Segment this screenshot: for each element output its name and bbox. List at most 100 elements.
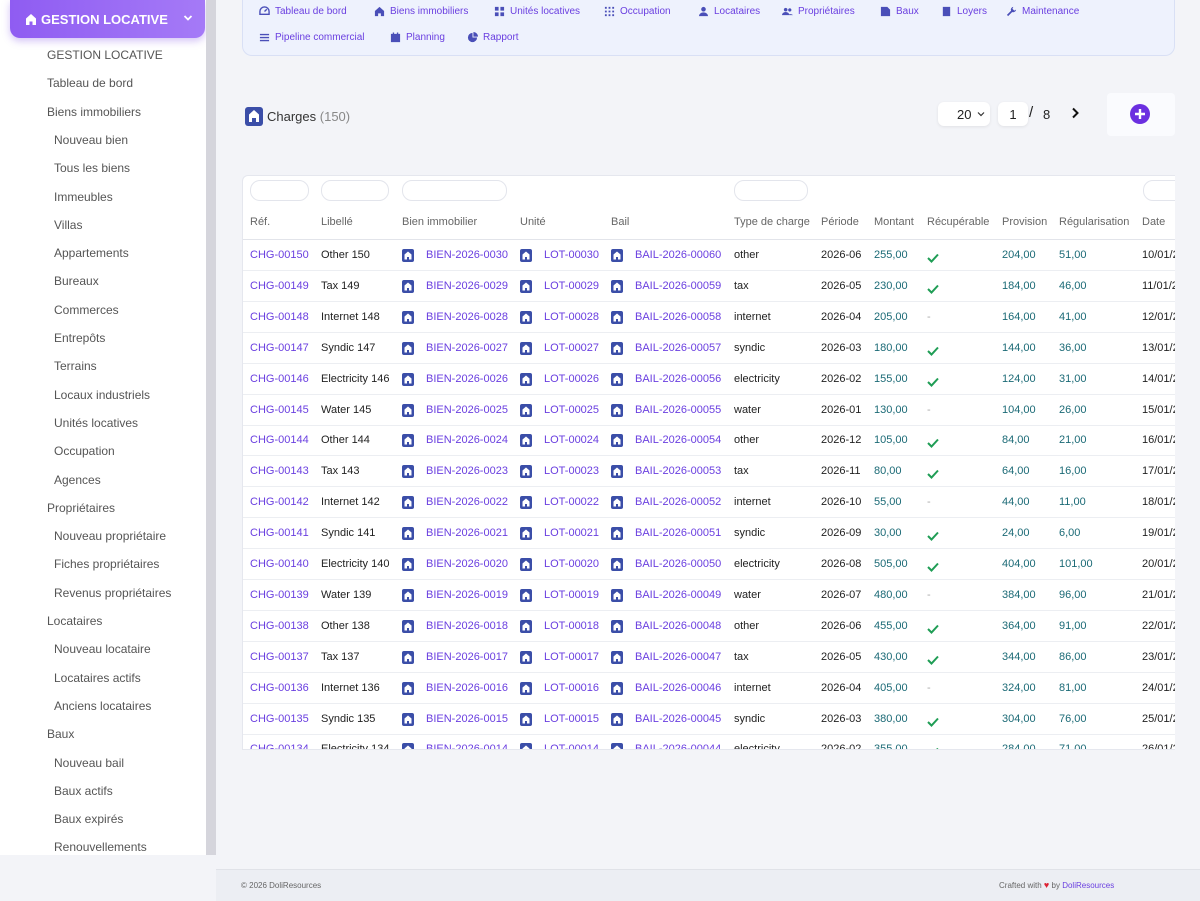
sidebar-item[interactable]: Immeubles [54,189,113,204]
sidebar-item[interactable]: Tous les biens [54,161,131,176]
lease-link[interactable]: BAIL-2026-00048 [635,619,722,632]
unit-link[interactable]: LOT-00029 [544,279,600,292]
module-selector-button[interactable]: GESTION LOCATIVE [10,0,205,38]
column-header[interactable]: Période [821,216,859,228]
lease-link[interactable]: BAIL-2026-00053 [635,465,722,478]
column-header[interactable]: Provision [1002,216,1048,228]
ref-link[interactable]: CHG-00135 [250,712,309,725]
lease-link[interactable]: BAIL-2026-00058 [635,310,722,323]
sidebar-item[interactable]: Locataires actifs [54,670,141,685]
ref-link[interactable]: CHG-00143 [250,465,309,478]
lease-link[interactable]: BAIL-2026-00057 [635,341,722,354]
nav-gauge[interactable]: Tableau de bord [259,6,347,17]
property-link[interactable]: BIEN-2026-0015 [426,712,508,725]
brand-link[interactable]: DoliResources [1062,881,1115,890]
sidebar-item[interactable]: Baux expirés [54,812,124,827]
column-header[interactable]: Type de charge [734,216,810,228]
property-link[interactable]: BIEN-2026-0014 [426,743,508,750]
column-header[interactable]: Récupérable [927,216,990,228]
ref-link[interactable]: CHG-00150 [250,249,309,261]
column-header[interactable]: Réf. [250,216,271,228]
nav-wrench[interactable]: Maintenance [1006,6,1079,17]
ref-link[interactable]: CHG-00147 [250,341,309,354]
property-link[interactable]: BIEN-2026-0019 [426,588,508,601]
sidebar-item[interactable]: Entrepôts [54,331,106,345]
sidebar-item[interactable]: Nouveau bail [54,755,125,770]
property-link[interactable]: BIEN-2026-0030 [426,249,508,261]
page-size-select[interactable]: 20 [938,102,990,126]
sidebar-item[interactable]: Appartements [54,246,129,261]
unit-link[interactable]: LOT-00020 [544,558,600,570]
lease-link[interactable]: BAIL-2026-00045 [635,712,722,725]
page-number-input[interactable]: 1 [998,102,1028,126]
lease-link[interactable]: BAIL-2026-00060 [635,249,722,261]
ref-link[interactable]: CHG-00141 [250,527,309,540]
column-header[interactable]: Libellé [321,216,353,228]
ref-link[interactable]: CHG-00136 [250,681,309,694]
filter-property-input[interactable] [402,180,507,201]
unit-link[interactable]: LOT-00026 [544,372,600,385]
sidebar-item[interactable]: Unités locatives [54,415,139,430]
sidebar-item[interactable]: Fiches propriétaires [54,557,160,572]
column-header[interactable]: Bien immobilier [402,216,478,228]
property-link[interactable]: BIEN-2026-0024 [426,434,508,447]
property-link[interactable]: BIEN-2026-0026 [426,372,508,385]
ref-link[interactable]: CHG-00148 [250,310,309,323]
property-link[interactable]: BIEN-2026-0025 [426,403,508,416]
sidebar-item[interactable]: Locataires [47,614,103,628]
property-link[interactable]: BIEN-2026-0028 [426,310,508,323]
ref-link[interactable]: CHG-00144 [250,434,309,447]
lease-link[interactable]: BAIL-2026-00049 [635,588,722,601]
sidebar-item[interactable]: Propriétaires [47,500,116,515]
lease-link[interactable]: BAIL-2026-00051 [635,527,722,540]
property-link[interactable]: BIEN-2026-0018 [426,619,508,632]
unit-link[interactable]: LOT-00024 [544,434,600,447]
sidebar-item[interactable]: Terrains [54,359,97,374]
ref-link[interactable]: CHG-00138 [250,619,309,632]
nav-calendar[interactable]: Planning [390,32,445,43]
filter-date-input[interactable] [1143,180,1175,201]
property-link[interactable]: BIEN-2026-0016 [426,681,508,694]
lease-link[interactable]: BAIL-2026-00044 [635,743,722,750]
sidebar-item[interactable]: Villas [54,217,83,232]
sidebar-item[interactable]: Nouveau bien [54,132,129,147]
lease-link[interactable]: BAIL-2026-00054 [635,434,722,447]
column-header[interactable]: Unité [520,216,546,228]
sidebar-item[interactable]: Anciens locataires [54,698,152,713]
sidebar-item[interactable]: GESTION LOCATIVE [47,48,163,62]
filter-label-input[interactable] [321,180,389,201]
unit-link[interactable]: LOT-00022 [544,496,600,509]
sidebar-item[interactable]: Baux actifs [54,783,113,798]
unit-link[interactable]: LOT-00015 [544,712,600,725]
nav-home[interactable]: Biens immobiliers [374,6,468,17]
lease-link[interactable]: BAIL-2026-00055 [635,403,722,416]
sidebar-item[interactable]: Agences [54,472,101,487]
unit-link[interactable]: LOT-00025 [544,403,600,416]
lease-link[interactable]: BAIL-2026-00047 [635,650,722,663]
column-header[interactable]: Date [1142,216,1166,228]
property-link[interactable]: BIEN-2026-0020 [426,558,508,570]
property-link[interactable]: BIEN-2026-0022 [426,496,508,509]
unit-link[interactable]: LOT-00021 [544,527,600,540]
column-header[interactable]: Bail [611,216,630,228]
ref-link[interactable]: CHG-00137 [250,650,309,663]
ref-link[interactable]: CHG-00139 [250,588,309,601]
lease-link[interactable]: BAIL-2026-00050 [635,558,722,570]
nav-user[interactable]: Locataires [698,6,760,17]
nav-grid-dots[interactable]: Occupation [604,6,671,17]
unit-link[interactable]: LOT-00023 [544,465,600,478]
nav-pie-chart[interactable]: Rapport [467,32,519,43]
unit-link[interactable]: LOT-00019 [544,588,600,601]
nav-grid[interactable]: Unités locatives [494,6,580,17]
property-link[interactable]: BIEN-2026-0023 [426,465,508,478]
nav-invoice[interactable]: Loyers [941,6,987,17]
next-page-button[interactable] [1068,106,1082,120]
unit-link[interactable]: LOT-00014 [544,743,600,750]
ref-link[interactable]: CHG-00140 [250,558,309,570]
ref-link[interactable]: CHG-00145 [250,403,309,416]
unit-link[interactable]: LOT-00030 [544,249,600,261]
ref-link[interactable]: CHG-00146 [250,372,309,385]
unit-link[interactable]: LOT-00028 [544,310,600,323]
property-link[interactable]: BIEN-2026-0021 [426,527,508,540]
ref-link[interactable]: CHG-00149 [250,279,309,292]
